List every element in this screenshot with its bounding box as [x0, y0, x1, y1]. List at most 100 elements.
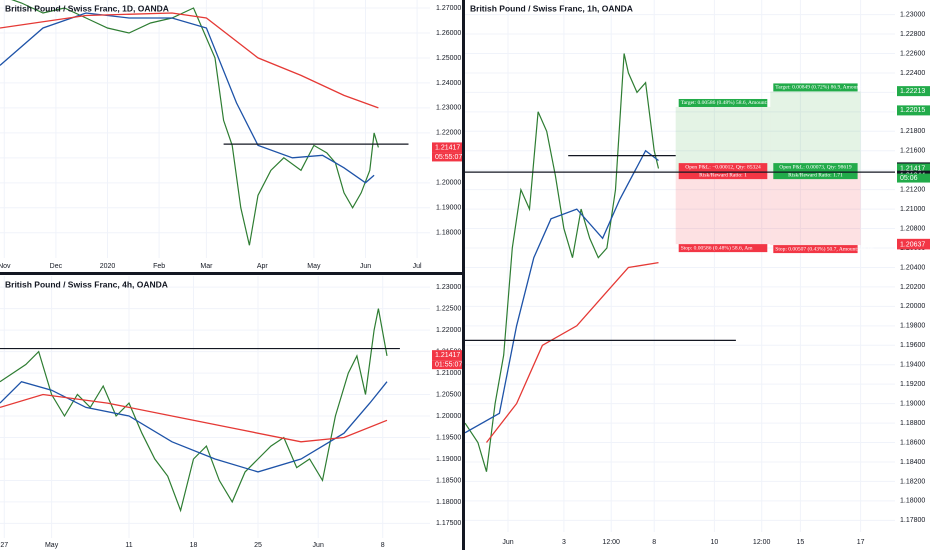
moving-average: [0, 12, 375, 184]
x-tick-label: 8: [652, 539, 656, 546]
countdown-tag: [897, 173, 930, 183]
price-line: [465, 53, 660, 472]
y-tick-label: 1.20500: [436, 391, 461, 398]
y-tick-label: 1.23000: [900, 11, 925, 18]
stop-label: Stop: 0.00586 (0.48%) 58.6, Am: [681, 244, 754, 251]
y-tick-label: 1.19000: [436, 205, 461, 212]
price-tag: [432, 142, 465, 153]
moving-average: [0, 12, 379, 109]
y-tick-label: 1.17800: [900, 517, 925, 524]
y-tick-label: 1.22000: [436, 327, 461, 334]
risk-reward-label: Risk/Reward Ratio: 1.71: [788, 172, 843, 178]
y-tick-label: 1.20800: [900, 225, 925, 232]
chart-title: British Pound / Swiss Franc, 1h, OANDA: [470, 3, 633, 13]
panel-divider: [462, 0, 465, 550]
x-tick-label: Nov: [0, 263, 11, 270]
x-tick-label: Feb: [153, 263, 165, 270]
y-tick-label: 1.20000: [900, 303, 925, 310]
plot-area: [0, 0, 430, 258]
x-tick-label: Jun: [360, 263, 371, 270]
y-tick-label: 1.18000: [436, 499, 461, 506]
moving-average: [0, 393, 388, 443]
chart-title: British Pound / Swiss Franc, 4h, OANDA: [5, 279, 168, 289]
moving-average: [485, 261, 659, 443]
stop-zone: [675, 173, 771, 245]
y-tick-label: 1.20000: [436, 180, 461, 187]
pnl-label: Open P&L: 0.00073, Qty: 98619: [779, 164, 852, 170]
panel-divider: [0, 272, 462, 275]
y-tick-label: 1.27000: [436, 5, 461, 12]
price-tag-label: 1.22015: [900, 107, 925, 114]
y-tick-label: 1.18200: [900, 478, 925, 485]
x-tick-label: Jul: [413, 263, 422, 270]
stop-tag: [678, 244, 768, 253]
price-tag-label: 1.21417: [435, 352, 460, 359]
plot-area: [0, 276, 430, 538]
x-tick-label: May: [307, 263, 321, 270]
pnl-label: Open P&L: −0.00012, Qty: 85324: [685, 164, 761, 170]
target-zone: [675, 106, 771, 174]
y-tick-label: 1.22000: [436, 130, 461, 137]
y-tick-label: 1.18600: [900, 439, 925, 446]
price-line: [0, 308, 388, 513]
risk-reward-label: Risk/Reward Ratio: 1: [699, 172, 747, 178]
y-tick-label: 1.21200: [900, 186, 925, 193]
y-tick-label: 1.19600: [900, 342, 925, 349]
countdown: 05:55:07: [435, 154, 462, 161]
chart-title: British Pound / Swiss Franc, 1D, OANDA: [5, 3, 169, 13]
y-tick-label: 1.23000: [436, 284, 461, 291]
x-tick-label: 12:00: [602, 539, 620, 546]
y-tick-label: 1.21000: [900, 206, 925, 213]
x-tick-label: Jun: [313, 542, 324, 549]
moving-average: [465, 149, 659, 434]
y-tick-label: 1.22600: [900, 50, 925, 57]
y-tick-label: 1.20000: [436, 413, 461, 420]
target-label: Target: 0.00849 (0.72%) 86.9, Amount: 50…: [775, 84, 877, 91]
y-tick-label: 1.20400: [900, 264, 925, 271]
x-tick-label: Mar: [200, 263, 213, 270]
x-tick-label: 10: [711, 539, 719, 546]
y-tick-label: 1.25000: [436, 55, 461, 62]
target-label: Target: 0.00586 (0.48%) 58.6, Amount: 50…: [681, 99, 783, 106]
price-tag: [897, 86, 930, 97]
countdown-tag: [432, 360, 465, 370]
x-tick-label: 11: [125, 542, 132, 549]
y-tick-label: 1.19500: [436, 434, 461, 441]
y-tick-label: 1.22400: [900, 70, 925, 77]
x-tick-label: Jun: [502, 539, 513, 546]
price-tag-label: 1.21417: [435, 144, 460, 151]
x-tick-label: 25: [254, 542, 262, 549]
y-tick-label: 1.23000: [436, 105, 461, 112]
price-tag-label: 1.20637: [900, 241, 925, 248]
x-tick-label: 15: [797, 539, 805, 546]
stop-zone: [770, 173, 861, 246]
x-tick-label: 12:00: [753, 539, 771, 546]
price-tag: [432, 350, 465, 361]
countdown: 05:06: [900, 175, 918, 182]
price-tag: [897, 239, 930, 250]
price-tag: [897, 105, 930, 116]
target-zone: [770, 91, 861, 174]
y-tick-label: 1.19800: [900, 323, 925, 330]
x-tick-label: Dec: [50, 263, 63, 270]
price-tag: [897, 163, 930, 174]
price-tag-label: 1.22213: [900, 88, 925, 95]
price-tag-label: 1.21417: [900, 165, 925, 172]
y-tick-label: 1.19200: [900, 381, 925, 388]
stop-label: Stop: 0.00507 (0.43%) 50.7, Amount: 4950…: [775, 245, 873, 252]
x-tick-label: 27: [0, 542, 8, 549]
y-tick-label: 1.19000: [436, 456, 461, 463]
price-line: [11, 0, 379, 246]
target-tag: [773, 83, 858, 92]
y-tick-label: 1.18000: [900, 498, 925, 505]
x-tick-label: 3: [562, 539, 566, 546]
y-tick-label: 1.21800: [900, 128, 925, 135]
plot-area: Target: 0.00586 (0.48%) 58.6, Amount: 50…: [465, 0, 895, 532]
x-tick-label: 18: [190, 542, 198, 549]
y-tick-label: 1.19400: [900, 362, 925, 369]
x-tick-label: May: [45, 542, 59, 549]
y-tick-label: 1.18500: [436, 477, 461, 484]
x-tick-label: 8: [381, 542, 385, 549]
stop-tag: [773, 245, 858, 254]
